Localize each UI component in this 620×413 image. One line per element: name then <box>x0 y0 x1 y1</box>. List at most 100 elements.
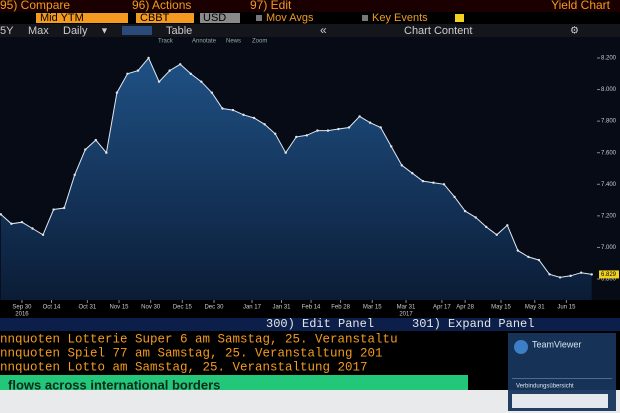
x-tick-label: Oct 31 <box>79 305 97 311</box>
news-line[interactable]: nnquoten Lotto am Samstag, 25. Veranstal… <box>0 360 368 374</box>
point <box>326 129 330 132</box>
point <box>390 145 393 148</box>
settings-icon[interactable]: ⚙ <box>570 26 579 37</box>
mov-avgs[interactable]: Mov Avgs <box>266 12 314 24</box>
screen-title: Yield Chart <box>551 0 611 12</box>
point <box>474 216 477 219</box>
checkbox[interactable] <box>256 15 262 21</box>
point <box>284 151 287 154</box>
period[interactable]: Daily <box>63 25 88 37</box>
point <box>379 126 382 129</box>
point <box>432 181 435 184</box>
point <box>115 91 119 94</box>
point <box>52 208 55 211</box>
x-tick-label: May 31 <box>525 305 545 311</box>
range-max[interactable]: Max <box>28 25 49 37</box>
source-value[interactable]: CBBT <box>140 12 170 24</box>
last-value-label: 6.829 <box>601 272 617 278</box>
point <box>263 123 266 126</box>
point <box>442 183 446 186</box>
actions-button[interactable]: 96) Actions <box>132 0 191 12</box>
point <box>516 249 520 252</box>
x-tick-label: Dec 30 <box>204 305 224 311</box>
point <box>31 227 34 230</box>
teamviewer-status[interactable]: Verbindungsübersicht <box>516 384 574 390</box>
dropdown-arrow[interactable]: ▼ <box>100 25 109 35</box>
point <box>189 72 192 75</box>
point <box>168 69 171 72</box>
headline[interactable]: flows across international borders <box>8 377 220 392</box>
x-year-label: 2016 <box>15 312 29 318</box>
point <box>579 271 583 274</box>
y-tick-label: 7.600 <box>601 150 617 156</box>
collapse-arrow[interactable]: « <box>320 23 327 37</box>
point <box>157 80 161 83</box>
point <box>305 134 309 137</box>
key-events[interactable]: Key Events <box>372 12 428 24</box>
info-icon[interactable] <box>455 14 464 22</box>
point <box>84 148 87 151</box>
x-tick-label: Dec 15 <box>173 305 193 311</box>
point <box>20 220 24 224</box>
point <box>41 233 45 237</box>
point <box>527 255 530 259</box>
x-tick-label: Jan 17 <box>243 305 262 311</box>
x-tick-label: Mar 15 <box>363 305 382 311</box>
point <box>73 173 76 177</box>
y-tick-label: 7.000 <box>601 245 617 251</box>
point <box>558 276 562 279</box>
field-box[interactable] <box>36 13 128 23</box>
point <box>316 129 319 132</box>
y-tick-label: 7.400 <box>601 182 617 188</box>
point <box>506 224 509 227</box>
range-5y[interactable]: 5Y <box>0 25 14 37</box>
chart-icon[interactable] <box>122 26 152 35</box>
chart-tool: Zoom <box>252 39 267 45</box>
currency-value[interactable]: USD <box>203 12 226 24</box>
teamviewer-title: TeamViewer <box>532 339 581 349</box>
teamviewer-logo <box>514 340 528 354</box>
point <box>537 258 541 262</box>
news-line[interactable]: nnquoten Spiel 77 am Samstag, 25. Verans… <box>0 346 383 360</box>
point <box>105 151 108 154</box>
chart-content[interactable]: Chart Content <box>404 25 472 37</box>
panel-bar <box>0 318 620 331</box>
separator <box>512 378 612 379</box>
point <box>221 107 224 110</box>
teamviewer-footer <box>512 394 608 408</box>
news-line[interactable]: nnquoten Lotterie Super 6 am Samstag, 25… <box>0 332 398 346</box>
x-tick-label: Feb 14 <box>302 305 321 311</box>
point <box>0 213 3 216</box>
point <box>94 138 98 142</box>
table-button[interactable]: Table <box>166 25 192 37</box>
source-box[interactable] <box>136 13 194 23</box>
point <box>368 121 372 124</box>
y-tick-label: 8.000 <box>601 87 617 93</box>
chart-tool: News <box>226 39 241 45</box>
x-tick-label: Apr 28 <box>456 305 474 311</box>
expand-panel[interactable]: 301) Expand Panel <box>412 317 534 331</box>
area <box>0 58 592 300</box>
point <box>295 135 298 139</box>
edit-button[interactable]: 97) Edit <box>250 0 292 12</box>
x-tick-label: Jun 15 <box>557 305 576 311</box>
point <box>590 273 593 276</box>
last-value-box <box>599 270 619 279</box>
point <box>252 116 256 120</box>
headline-bar <box>0 375 468 390</box>
point <box>400 164 403 167</box>
point <box>179 63 182 66</box>
point <box>421 179 425 183</box>
checkbox[interactable] <box>362 15 368 21</box>
x-tick-label: Mar 31 <box>397 305 416 311</box>
point <box>231 108 235 112</box>
x-tick-label: Feb 28 <box>331 305 350 311</box>
field-value[interactable]: Mid YTM <box>40 12 84 24</box>
currency-box[interactable] <box>200 13 240 23</box>
edit-panel[interactable]: 300) Edit Panel <box>266 317 374 331</box>
x-year-label: 2017 <box>399 312 413 318</box>
compare-button[interactable]: 95) Compare <box>0 0 70 12</box>
y-tick-label: 7.800 <box>601 119 617 125</box>
